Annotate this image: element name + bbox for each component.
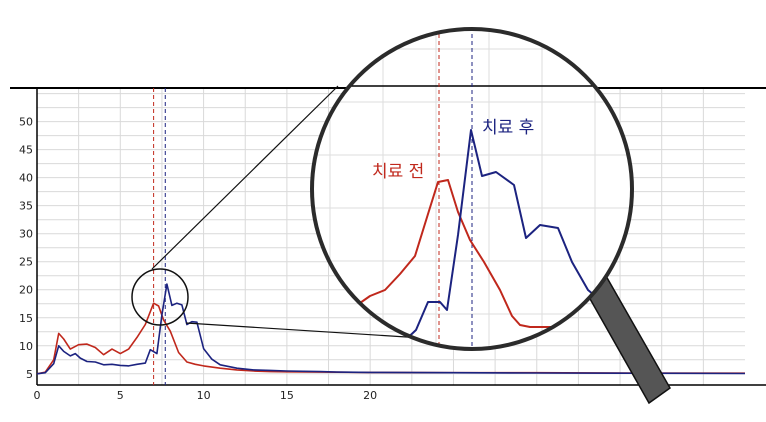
y-tick-label: 40 — [19, 172, 33, 185]
y-tick-label: 15 — [19, 312, 33, 325]
series-line — [36, 283, 746, 375]
magnifier-handle — [584, 274, 671, 405]
y-tick-label: 5 — [26, 368, 33, 381]
series-lines — [36, 283, 746, 375]
lens-series-before — [349, 179, 632, 328]
magnifier: 치료 전 치료 후 — [131, 27, 671, 405]
x-tick-label: 0 — [34, 389, 41, 402]
lens-content: 치료 전 치료 후 — [312, 29, 632, 349]
y-tick-label: 45 — [19, 144, 33, 157]
lens-series-after — [349, 129, 601, 349]
x-tick-label: 5 — [117, 389, 124, 402]
connector-line — [151, 85, 339, 270]
y-tick-label: 35 — [19, 200, 33, 213]
label-after: 치료 후 — [482, 118, 534, 138]
lens-rim — [310, 27, 634, 351]
x-tick-label: 15 — [280, 389, 294, 402]
peak-markers — [153, 88, 166, 385]
source-circle — [131, 268, 189, 326]
y-tick-label: 50 — [19, 116, 33, 129]
y-tick-label: 20 — [19, 284, 33, 297]
y-tick-label: 10 — [19, 340, 33, 353]
x-tick-label: 20 — [363, 389, 377, 402]
y-tick-label: 30 — [19, 228, 33, 241]
x-tick-label: 10 — [197, 389, 211, 402]
label-before: 치료 전 — [372, 162, 424, 182]
connector-line — [185, 322, 439, 340]
y-tick-label: 25 — [19, 256, 33, 269]
